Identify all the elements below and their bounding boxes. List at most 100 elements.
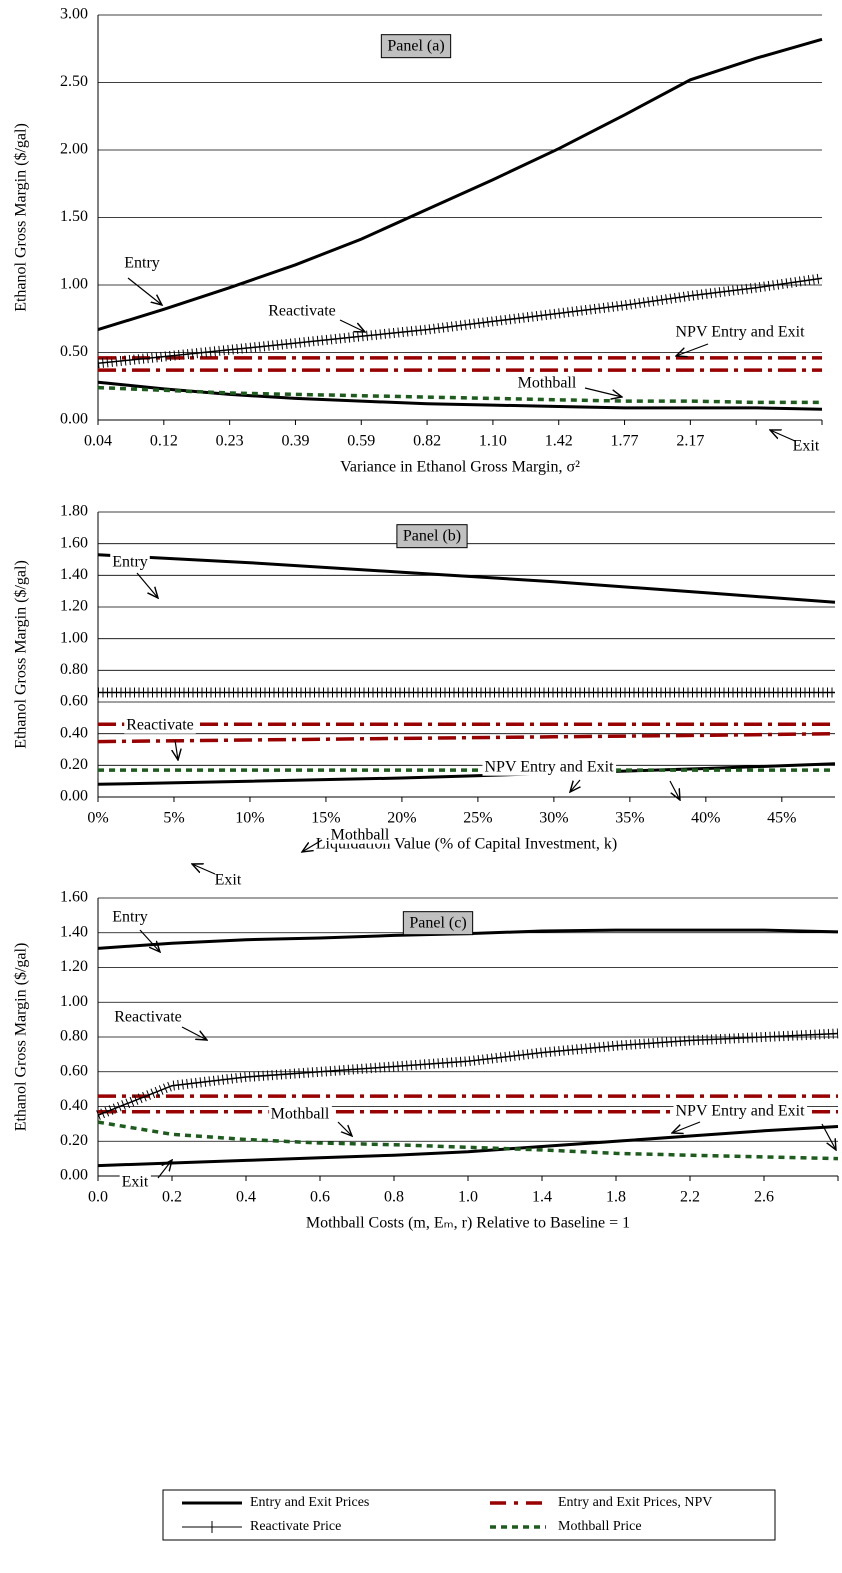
y-axis-title: Ethanol Gross Margin ($/gal) (13, 560, 30, 749)
x-tick-label: 1.10 (479, 433, 507, 450)
annotation: Mothball (271, 1106, 330, 1123)
x-tick-label: 20% (387, 810, 416, 827)
annotation-arrow (157, 1160, 172, 1179)
y-tick-label: 2.00 (60, 141, 88, 158)
y-tick-label: 0.20 (60, 1132, 88, 1149)
panel-label-box (380, 34, 452, 59)
y-tick-label: 0.80 (60, 661, 88, 678)
legend-label: Entry and Exit Prices, NPV (558, 1495, 712, 1510)
annotation-arrow (339, 319, 365, 332)
y-axis-title: Ethanol Gross Margin ($/gal) (13, 123, 30, 312)
y-tick-label: 1.60 (60, 534, 88, 551)
y-tick-label: 0.00 (60, 788, 88, 805)
annotation: Exit (122, 1174, 149, 1191)
series-line (97, 1032, 839, 1116)
x-tick-label: 35% (615, 810, 644, 827)
series-line (97, 37, 823, 332)
x-tick-label: 1.0 (458, 1189, 478, 1206)
annotation: Entry (124, 255, 160, 272)
y-tick-label: 1.00 (60, 629, 88, 646)
annotation-arrow (302, 839, 323, 852)
y-tick-label: 0.60 (60, 1062, 88, 1079)
annotation-arrow (181, 1026, 207, 1040)
x-tick-label: 40% (691, 810, 720, 827)
annotation-arrow (770, 430, 796, 442)
annotation: Reactivate (268, 303, 336, 320)
annotation-arrow (672, 1121, 701, 1133)
annotation: Entry (112, 554, 148, 571)
panel-label-box (402, 911, 474, 936)
y-tick-label: 1.20 (60, 958, 88, 975)
annotation-bg (112, 1008, 184, 1026)
annotation: Exit (793, 438, 820, 455)
annotation-bg (673, 1102, 808, 1120)
y-tick-label: 1.60 (60, 889, 88, 906)
x-tick-label: 2.2 (680, 1189, 700, 1206)
annotation: NPV Entry and Exit (675, 324, 805, 341)
x-axis-title: Mothball Costs (m, Eₘ, r) Relative to Ba… (306, 1215, 630, 1232)
x-tick-label: 1.42 (545, 433, 573, 450)
y-tick-label: 0.20 (60, 756, 88, 773)
annotation: Exit (215, 872, 242, 889)
x-tick-label: 1.8 (606, 1189, 626, 1206)
series-line (97, 731, 836, 744)
annotation-bg (212, 871, 244, 889)
x-tick-label: 0% (87, 810, 108, 827)
annotation-arrow (821, 1123, 836, 1150)
series-line (97, 553, 836, 604)
annotation-bg (110, 553, 150, 571)
y-tick-label: 1.80 (60, 503, 88, 520)
annotation: Mothball (518, 375, 577, 392)
annotation-bg (328, 826, 392, 844)
x-tick-label: 0.23 (216, 433, 244, 450)
x-tick-label: 45% (767, 810, 796, 827)
y-tick-label: 1.00 (60, 276, 88, 293)
y-tick-label: 1.40 (60, 566, 88, 583)
panel-label: Panel (b) (403, 528, 461, 545)
annotation-bg (110, 908, 150, 926)
x-tick-label: 15% (311, 810, 340, 827)
y-tick-label: 0.00 (60, 411, 88, 428)
x-tick-label: 0.4 (236, 1189, 256, 1206)
panel-label: Panel (a) (387, 38, 444, 55)
legend-label: Mothball Price (558, 1519, 642, 1534)
y-tick-label: 0.40 (60, 1097, 88, 1114)
annotation: Reactivate (126, 717, 194, 734)
x-axis-title: Variance in Ethanol Gross Margin, σ² (340, 459, 580, 476)
x-tick-label: 5% (163, 810, 184, 827)
y-tick-label: 1.50 (60, 208, 88, 225)
annotation: NPV Entry and Exit (675, 1103, 805, 1120)
series-line (97, 277, 823, 365)
x-tick-label: 0.82 (413, 433, 441, 450)
annotation-bg (266, 302, 338, 320)
annotation-arrow (139, 929, 160, 952)
annotation-arrow (669, 780, 680, 800)
annotation-bg (124, 716, 196, 734)
x-tick-label: 0.39 (281, 433, 309, 450)
annotation-arrow (136, 572, 158, 598)
x-tick-label: 1.4 (532, 1189, 552, 1206)
annotation-arrow (127, 277, 162, 305)
annotation-bg (790, 437, 822, 455)
x-tick-label: 2.17 (676, 433, 704, 450)
legend-box (162, 1489, 776, 1541)
y-axis-title: Ethanol Gross Margin ($/gal) (13, 943, 30, 1132)
x-tick-label: 1.77 (611, 433, 639, 450)
x-tick-label: 10% (235, 810, 264, 827)
series-line (97, 1125, 839, 1168)
legend-label: Entry and Exit Prices (250, 1495, 369, 1510)
y-tick-label: 0.00 (60, 1167, 88, 1184)
annotation-bg (673, 323, 808, 341)
series-hatch (97, 273, 823, 369)
x-tick-label: 0.6 (310, 1189, 330, 1206)
y-tick-label: 0.80 (60, 1028, 88, 1045)
y-tick-label: 3.00 (60, 6, 88, 23)
legend-label: Reactivate Price (250, 1519, 341, 1534)
annotation: NPV Entry and Exit (484, 759, 614, 776)
y-tick-label: 1.00 (60, 993, 88, 1010)
y-tick-label: 1.20 (60, 598, 88, 615)
series-line (97, 762, 836, 786)
series-line (97, 1120, 839, 1161)
